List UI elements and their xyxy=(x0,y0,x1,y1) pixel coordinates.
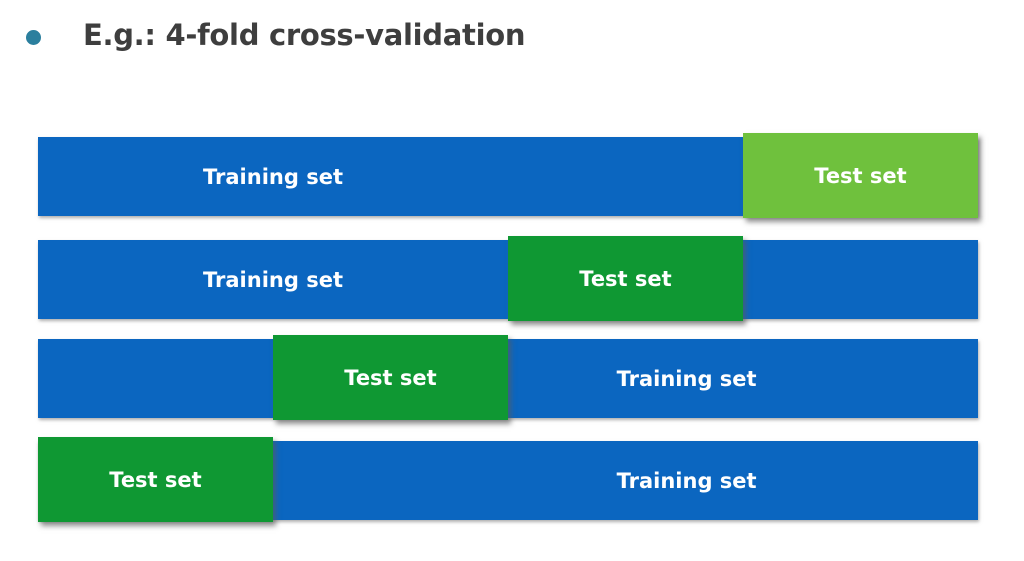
test-set-segment: Test set xyxy=(743,133,978,218)
training-set-label: Training set xyxy=(203,267,343,292)
fold-row-4: Training set Test set xyxy=(38,437,978,522)
fold-row-1: Training set Test set xyxy=(38,133,978,218)
test-set-label: Test set xyxy=(109,467,202,492)
slide-title: E.g.: 4-fold cross-validation xyxy=(83,18,526,52)
training-bar: Training set xyxy=(38,339,978,418)
training-set-label: Training set xyxy=(616,366,757,391)
bullet-icon xyxy=(26,30,41,45)
training-set-label: Training set xyxy=(203,164,343,189)
fold-row-2: Training set Test set xyxy=(38,236,978,321)
test-set-segment: Test set xyxy=(508,236,743,321)
cross-validation-diagram: Training set Test set Training set Test … xyxy=(38,0,978,561)
test-set-label: Test set xyxy=(814,163,907,188)
fold-row-3: Training set Test set xyxy=(38,335,978,420)
test-set-label: Test set xyxy=(579,266,672,291)
test-set-label: Test set xyxy=(344,365,437,390)
test-set-segment: Test set xyxy=(38,437,273,522)
training-set-label: Training set xyxy=(616,468,757,493)
test-set-segment: Test set xyxy=(273,335,508,420)
bullet-title-row: E.g.: 4-fold cross-validation xyxy=(0,14,1024,64)
